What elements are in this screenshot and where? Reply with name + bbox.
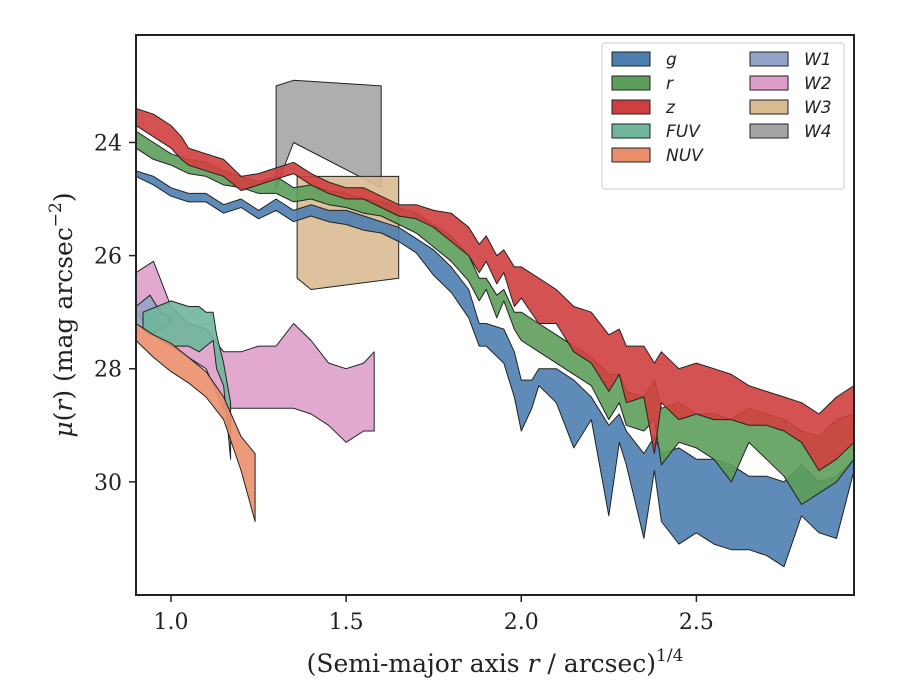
legend-swatch-w1 xyxy=(749,51,789,67)
x-axis: 1.0 1.5 2.0 2.5 xyxy=(154,595,714,635)
y-axis-title: μ(r) (mag arcsec−2) xyxy=(46,192,78,437)
y-tick-label: 30 xyxy=(94,471,122,496)
x-tick-label: 2.5 xyxy=(679,610,714,635)
legend-swatch-g xyxy=(611,51,651,67)
x-axis-title: (Semi-major axis r / arcsec)1/4 xyxy=(307,646,684,678)
bands-layer xyxy=(136,79,854,568)
legend-label-nuv: NUV xyxy=(666,146,704,166)
legend-label-w1: W1 xyxy=(804,50,832,70)
legend-swatch-r xyxy=(611,75,651,91)
legend-label-z: z xyxy=(665,98,676,118)
legend-label-fuv: FUV xyxy=(666,122,701,142)
x-tick-label: 2.0 xyxy=(504,610,539,635)
y-axis: 24 26 28 30 xyxy=(94,131,136,496)
y-tick-label: 28 xyxy=(94,358,122,383)
x-tick-label: 1.5 xyxy=(329,610,364,635)
legend-label-r: r xyxy=(666,74,674,94)
legend-swatch-w4 xyxy=(749,123,789,139)
y-tick-label: 24 xyxy=(94,131,122,156)
x-tick-label: 1.0 xyxy=(154,610,189,635)
band-g xyxy=(136,170,854,568)
band-w2 xyxy=(136,260,375,443)
band-nuv xyxy=(136,323,256,522)
legend-label-w3: W3 xyxy=(804,98,832,118)
legend: grz FUV NUV W1 W2 W3 W4 xyxy=(601,42,845,190)
y-tick-label: 26 xyxy=(94,245,122,270)
legend-swatch-fuv xyxy=(611,123,651,139)
legend-label-g: g xyxy=(666,50,677,70)
plot-frame xyxy=(135,34,855,596)
band-z xyxy=(136,108,854,472)
legend-swatch-w3 xyxy=(749,99,789,115)
legend-swatch-w2 xyxy=(749,75,789,91)
legend-swatch-z xyxy=(611,99,651,115)
legend-label-w2: W2 xyxy=(804,74,832,94)
legend-swatch-nuv xyxy=(611,147,651,163)
legend-label-w4: W4 xyxy=(804,122,832,142)
